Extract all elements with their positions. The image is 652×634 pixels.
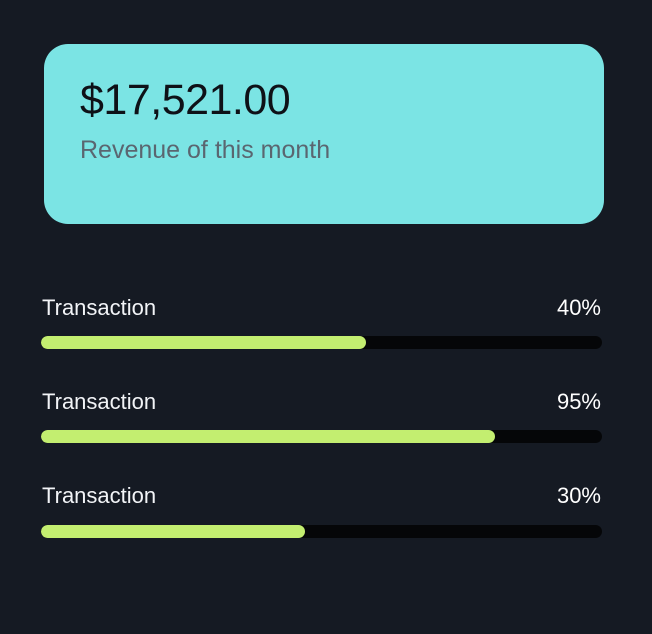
revenue-amount: $17,521.00 (80, 76, 291, 124)
revenue-summary-card[interactable]: $17,521.00 Revenue of this month (44, 44, 604, 224)
progress-track[interactable] (41, 524, 602, 538)
transaction-percent-value: 40% (556, 295, 601, 320)
transaction-progress-row[interactable]: Transaction 40% (41, 295, 602, 350)
transaction-label: Transaction (42, 483, 157, 509)
progress-header: Transaction 95% (41, 389, 602, 415)
revenue-subtitle: Revenue of this month (80, 136, 331, 165)
transaction-progress-row[interactable]: Transaction 95% (41, 389, 602, 444)
transaction-progress-row[interactable]: Transaction 30% (41, 484, 602, 538)
transaction-progress-list: Transaction 40% Transaction 95% Transact… (41, 295, 602, 538)
progress-fill (41, 336, 367, 350)
progress-track[interactable] (41, 430, 602, 444)
transaction-label: Transaction (42, 295, 157, 320)
transaction-label: Transaction (42, 389, 157, 415)
transaction-percent-value: 30% (556, 483, 601, 509)
transaction-percent-value: 95% (556, 389, 601, 415)
progress-fill (41, 524, 305, 538)
progress-header: Transaction 30% (41, 484, 602, 508)
progress-track[interactable] (41, 336, 602, 350)
progress-fill (41, 430, 496, 444)
progress-header: Transaction 40% (41, 295, 602, 320)
